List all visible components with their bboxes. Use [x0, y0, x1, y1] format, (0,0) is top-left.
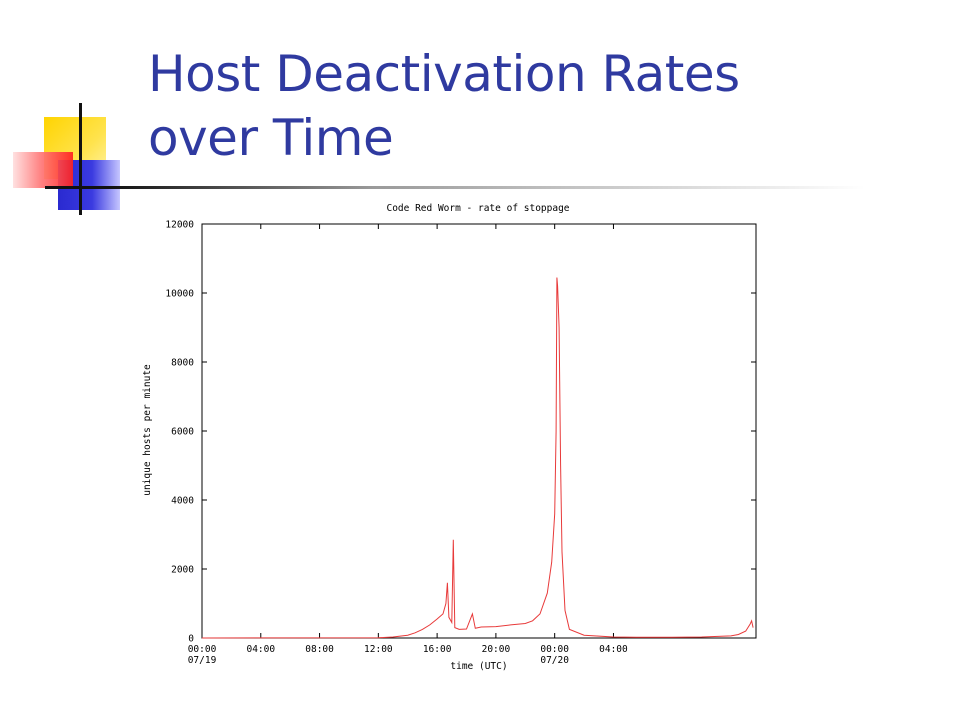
slide-title-line-1: Host Deactivation Rates [148, 45, 740, 103]
y-tick-label: 6000 [171, 427, 194, 438]
chart-series [201, 277, 754, 639]
x-tick-label: 00:00 [188, 644, 217, 655]
series-line-0 [201, 277, 754, 639]
title-underline [45, 186, 865, 189]
x-tick-label: 08:00 [305, 644, 334, 655]
y-tick-label: 0 [188, 634, 194, 645]
y-tick-label: 8000 [171, 358, 194, 369]
y-axis-label: unique hosts per minute [142, 364, 153, 496]
x-tick-date-label: 07/19 [188, 655, 217, 666]
x-tick-label: 20:00 [482, 644, 511, 655]
decor-red-square [13, 152, 73, 188]
slide-title: Host Deactivation Rates over Time [148, 42, 928, 170]
x-tick-label: 04:00 [599, 644, 628, 655]
x-tick-label: 00:00 [540, 644, 569, 655]
y-tick-label: 4000 [171, 496, 194, 507]
decor-vertical-line [79, 103, 82, 215]
x-tick-label: 12:00 [364, 644, 393, 655]
x-axis-label: time (UTC) [450, 661, 507, 672]
x-tick-label: 04:00 [246, 644, 275, 655]
x-tick-date-label: 07/20 [540, 655, 569, 666]
x-tick-label: 16:00 [423, 644, 452, 655]
chart-title: Code Red Worm - rate of stoppage [386, 203, 569, 214]
chart-axes: 02000400060008000100001200000:0007/1904:… [165, 220, 757, 666]
y-tick-label: 10000 [165, 289, 194, 300]
slide-title-line-2: over Time [148, 109, 394, 167]
y-tick-label: 2000 [171, 565, 194, 576]
plot-frame [201, 223, 757, 639]
y-tick-label: 12000 [165, 220, 194, 231]
